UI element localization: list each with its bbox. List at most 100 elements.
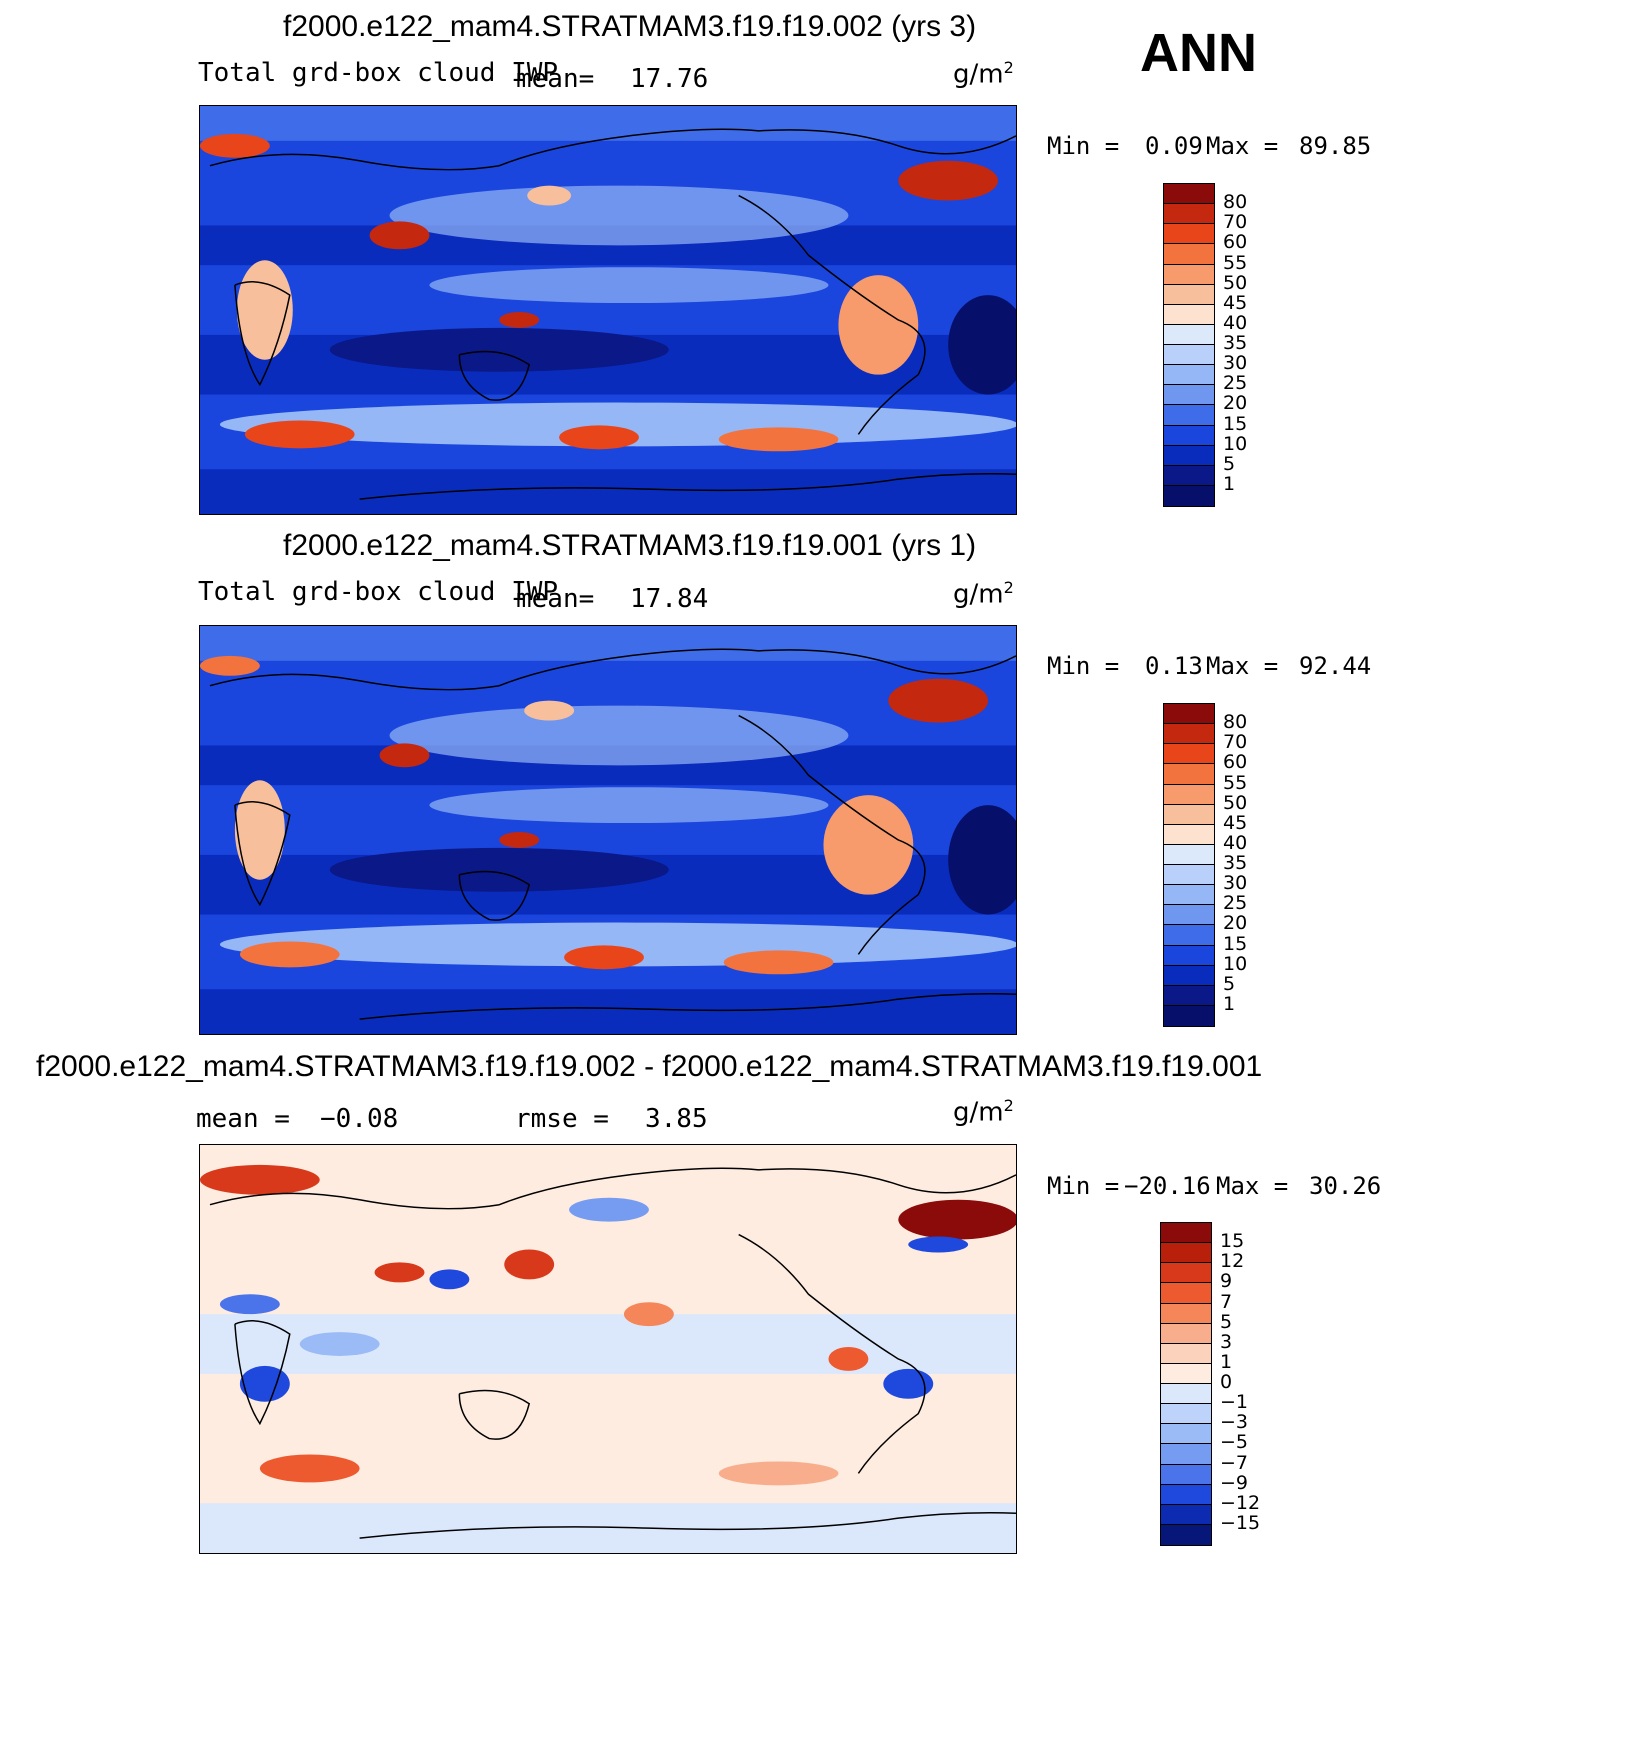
panel-3-max-value: 30.26 xyxy=(1309,1172,1382,1200)
colorbar-swatch xyxy=(1161,1343,1211,1364)
panel-1-mean-value: 17.76 xyxy=(630,64,709,94)
colorbar-tick-label: 0 xyxy=(1220,1371,1233,1393)
panel-3-max-label: Max = xyxy=(1216,1172,1289,1200)
colorbar-tick-label: 25 xyxy=(1223,892,1248,915)
colorbar-swatch xyxy=(1161,1504,1211,1525)
colorbar-swatch xyxy=(1161,1363,1211,1384)
colorbar-swatch xyxy=(1164,184,1214,205)
colorbar-swatch xyxy=(1161,1484,1211,1505)
panel-2-map-field xyxy=(200,626,1016,1034)
panel-1-variable: Total grd-box cloud IWP xyxy=(198,58,559,88)
colorbar-tick-label: −3 xyxy=(1220,1411,1249,1434)
panel-1-max-label: Max = xyxy=(1206,132,1279,160)
colorbar-swatch xyxy=(1164,385,1214,406)
colorbar-swatch xyxy=(1164,324,1214,345)
colorbar-tick-label: 20 xyxy=(1223,912,1248,935)
colorbar-swatch xyxy=(1164,764,1214,785)
colorbar-tick-label: 15 xyxy=(1220,1230,1245,1253)
colorbar-tick-label: −7 xyxy=(1220,1451,1249,1474)
season-label: ANN xyxy=(1140,23,1257,83)
colorbar-swatch xyxy=(1164,244,1214,265)
colorbar-tick-label: 70 xyxy=(1223,731,1248,754)
colorbar-swatch xyxy=(1164,844,1214,865)
colorbar-tick-label: 15 xyxy=(1223,932,1248,955)
colorbar-swatch xyxy=(1164,264,1214,285)
colorbar-swatch xyxy=(1164,824,1214,845)
panel-2-units: g/m2 xyxy=(953,578,1014,610)
colorbar-tick-label: 45 xyxy=(1223,811,1248,834)
panel-3-map-field xyxy=(200,1145,1016,1553)
colorbar-swatch xyxy=(1161,1223,1211,1244)
panel-2-min-value: 0.13 xyxy=(1145,652,1203,680)
colorbar-swatch xyxy=(1164,485,1214,506)
colorbar-tick-label: −1 xyxy=(1220,1391,1249,1414)
panel-3-rmse-value: 3.85 xyxy=(645,1104,708,1134)
colorbar-swatch xyxy=(1164,865,1214,886)
colorbar-swatch xyxy=(1164,425,1214,446)
colorbar-swatch xyxy=(1164,724,1214,745)
colorbar-tick-label: 60 xyxy=(1223,231,1248,254)
panel-1-map xyxy=(199,105,1017,515)
colorbar-tick-label: 55 xyxy=(1223,251,1248,274)
panel-2-min-label: Min = xyxy=(1047,652,1120,680)
colorbar-tick-label: 40 xyxy=(1223,311,1248,334)
colorbar-tick-label: 10 xyxy=(1223,952,1248,975)
colorbar-tick-label: 3 xyxy=(1220,1330,1233,1353)
panel-2-max-label: Max = xyxy=(1206,652,1279,680)
colorbar-tick-label: 55 xyxy=(1223,771,1248,794)
colorbar-swatch xyxy=(1164,304,1214,325)
colorbar-swatch xyxy=(1164,965,1214,986)
colorbar-swatch xyxy=(1164,1005,1214,1026)
colorbar-tick-label: 35 xyxy=(1223,852,1248,874)
colorbar-swatch xyxy=(1164,405,1214,426)
colorbar-tick-label: 10 xyxy=(1223,432,1248,455)
panel-2-max-value: 92.44 xyxy=(1299,652,1372,680)
colorbar-swatch xyxy=(1161,1263,1211,1284)
panel-3-min-label: Min = xyxy=(1047,1172,1120,1200)
panel-2-colorbar xyxy=(1163,703,1215,1027)
colorbar-swatch xyxy=(1161,1323,1211,1344)
colorbar-tick-label: 40 xyxy=(1223,831,1248,854)
colorbar-tick-label: 1 xyxy=(1220,1350,1233,1373)
colorbar-tick-label: 1 xyxy=(1223,472,1236,495)
panel-1-mean-label: mean= xyxy=(516,64,595,94)
colorbar-tick-label: 70 xyxy=(1223,211,1248,234)
panel-3-units: g/m2 xyxy=(953,1096,1014,1128)
colorbar-tick-label: −15 xyxy=(1220,1511,1261,1534)
colorbar-tick-label: 5 xyxy=(1223,972,1236,995)
colorbar-swatch xyxy=(1164,945,1214,966)
colorbar-swatch xyxy=(1164,885,1214,906)
colorbar-swatch xyxy=(1161,1303,1211,1324)
colorbar-swatch xyxy=(1161,1283,1211,1304)
colorbar-tick-label: 25 xyxy=(1223,372,1248,395)
colorbar-tick-label: 50 xyxy=(1223,271,1248,294)
colorbar-swatch xyxy=(1164,804,1214,825)
colorbar-swatch xyxy=(1161,1424,1211,1445)
panel-3-title: f2000.e122_mam4.STRATMAM3.f19.f19.002 - … xyxy=(36,1050,1263,1083)
colorbar-tick-label: 5 xyxy=(1220,1310,1233,1333)
panel-2-map xyxy=(199,625,1017,1035)
colorbar-swatch xyxy=(1164,204,1214,225)
colorbar-tick-label: 35 xyxy=(1223,332,1248,354)
colorbar-tick-label: 7 xyxy=(1220,1290,1233,1313)
panel-3-mean-value: −0.08 xyxy=(320,1104,399,1134)
colorbar-tick-label: 45 xyxy=(1223,291,1248,314)
colorbar-tick-label: 60 xyxy=(1223,751,1248,774)
panel-1-min-value: 0.09 xyxy=(1145,132,1203,160)
colorbar-tick-label: 5 xyxy=(1223,452,1236,475)
colorbar-swatch xyxy=(1164,345,1214,366)
colorbar-swatch xyxy=(1164,744,1214,765)
panel-1-min-label: Min = xyxy=(1047,132,1120,160)
colorbar-tick-label: 20 xyxy=(1223,392,1248,415)
colorbar-tick-label: 9 xyxy=(1220,1270,1233,1293)
colorbar-swatch xyxy=(1161,1384,1211,1405)
colorbar-swatch xyxy=(1164,784,1214,805)
colorbar-tick-label: 12 xyxy=(1220,1250,1245,1273)
panel-3-min-value: −20.16 xyxy=(1124,1172,1211,1200)
panel-1-title: f2000.e122_mam4.STRATMAM3.f19.f19.002 (y… xyxy=(283,10,977,43)
colorbar-swatch xyxy=(1164,465,1214,486)
panel-1-map-field xyxy=(200,106,1016,514)
colorbar-swatch xyxy=(1164,905,1214,926)
panel-2-variable: Total grd-box cloud IWP xyxy=(198,577,559,607)
panel-3-colorbar xyxy=(1160,1222,1212,1546)
